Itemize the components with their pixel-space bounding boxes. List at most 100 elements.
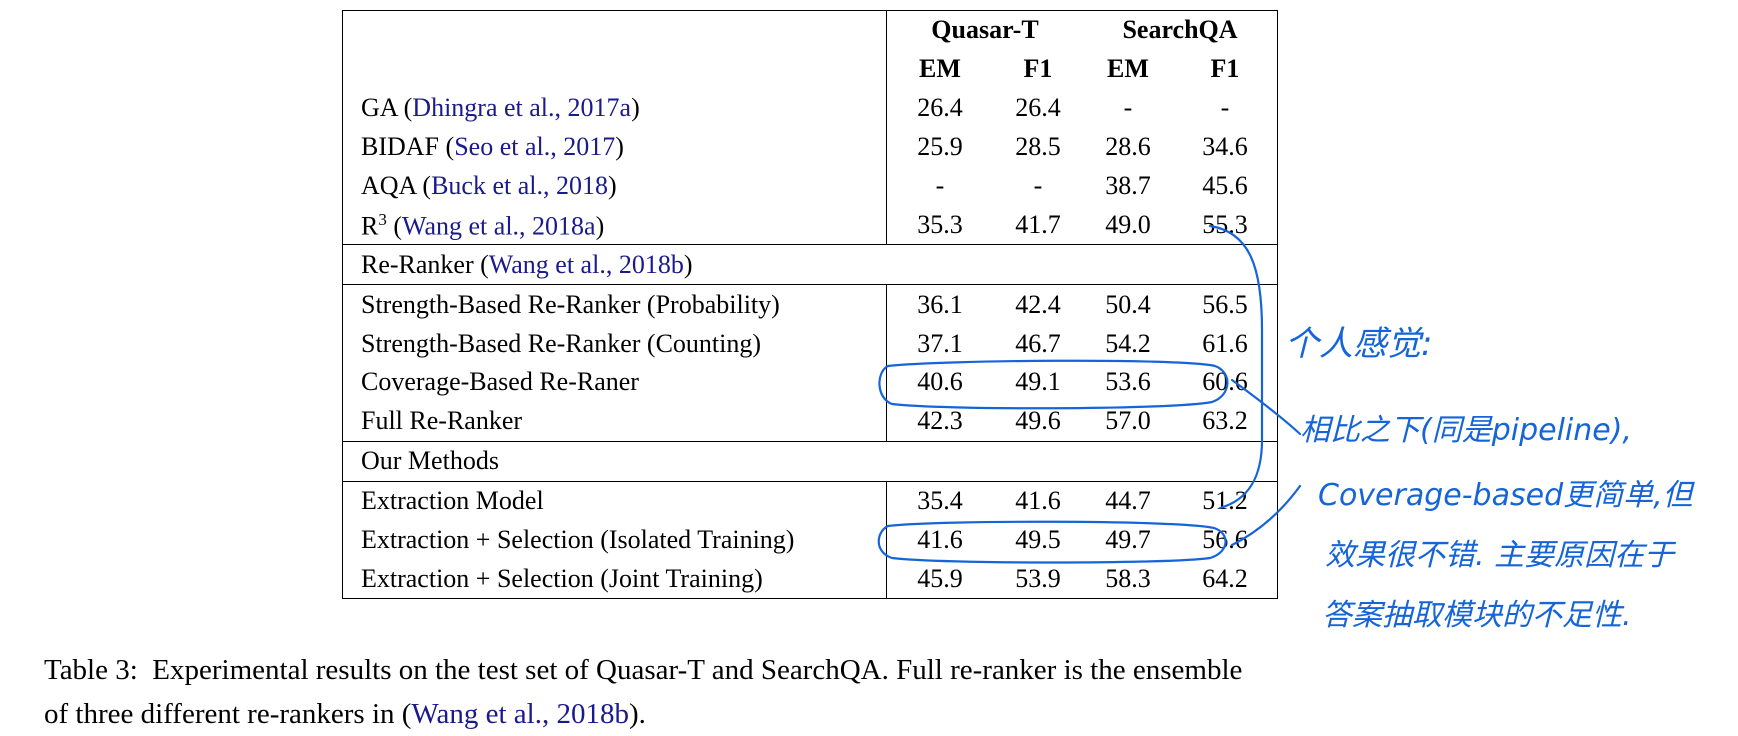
score-cell: 28.6 xyxy=(1105,132,1151,162)
score-cell: 46.7 xyxy=(1015,328,1061,358)
score-cell: 61.6 xyxy=(1202,328,1248,358)
citation-link[interactable]: Wang et al., 2018a xyxy=(402,211,596,241)
model-name: Extraction + Selection (Isolated Trainin… xyxy=(361,525,795,555)
score-cell: 44.7 xyxy=(1083,480,1173,521)
annotation-line-2: 相比之下(同是pipeline), xyxy=(1300,413,1632,448)
model-name-cell: Strength-Based Re-Ranker (Counting) xyxy=(342,324,887,364)
model-header-blank-2 xyxy=(342,49,887,89)
score-cell: 41.7 xyxy=(1015,209,1061,239)
model-superscript: 3 xyxy=(378,209,387,229)
annotation-bracket xyxy=(1208,224,1264,510)
score-cell: 49.0 xyxy=(1105,209,1151,239)
model-name-cell: Coverage-Based Re-Raner xyxy=(342,363,887,402)
metric-header: F1 xyxy=(1023,54,1053,84)
score-cell: 53.9 xyxy=(1015,563,1061,593)
model-name-cell: Extraction Model xyxy=(342,480,887,521)
table-row: Full Re-Ranker 42.3 49.6 57.0 63.2 xyxy=(342,401,1278,442)
score-cell: 36.1 xyxy=(886,284,993,325)
table-row: Extraction Model 35.4 41.6 44.7 51.2 xyxy=(342,480,1278,521)
score-cell: 50.4 xyxy=(1083,284,1173,325)
annotation-line-4: 效果很不错. 主要原因在于 xyxy=(1325,538,1677,573)
score-cell: 40.6 xyxy=(917,367,963,397)
model-header-blank xyxy=(342,10,887,50)
model-name-cell: BIDAF (Seo et al., 2017) xyxy=(342,127,887,167)
table-row: Extraction + Selection (Isolated Trainin… xyxy=(342,520,1278,560)
citation-link[interactable]: Wang et al., 2018b xyxy=(488,249,684,279)
results-body: GA (Dhingra et al., 2017a) 26.4 26.4 - - BIDA… xyxy=(342,88,1278,599)
caption-text-2: of three different re-rankers in ( xyxy=(44,698,412,730)
table-row: BIDAF (Seo et al., 2017) 25.9 28.5 28.6 34.6 xyxy=(342,127,1278,167)
score-cell: 42.4 xyxy=(993,284,1083,325)
model-name: Strength-Based Re-Ranker (Counting) xyxy=(361,328,762,358)
dataset-header-row: Quasar-T SearchQA xyxy=(342,10,1278,50)
score-cell: - xyxy=(1220,93,1230,123)
score-cell: 28.5 xyxy=(1015,132,1061,162)
model-name-cell: GA (Dhingra et al., 2017a) xyxy=(342,88,887,128)
score-cell: 54.2 xyxy=(1105,328,1151,358)
table-caption: Table 3: Experimental results on the tes… xyxy=(44,648,1644,736)
score-cell: - xyxy=(935,171,945,200)
annotation-arrow-1 xyxy=(1230,378,1302,436)
score-cell: 38.7 xyxy=(1105,171,1151,200)
citation-link[interactable]: Buck et al., 2018 xyxy=(431,171,608,200)
model-name: AQA xyxy=(361,171,416,200)
score-cell: 45.9 xyxy=(917,563,963,593)
section-label: Our Methods xyxy=(342,440,1278,482)
score-cell: 64.2 xyxy=(1202,563,1248,593)
annotation-line-5: 答案抽取模块的不足性. xyxy=(1322,598,1632,633)
table-row: AQA (Buck et al., 2018) - - 38.7 45.6 xyxy=(342,166,1278,206)
score-cell: 49.6 xyxy=(1015,406,1061,436)
annotation-line-3: Coverage-based更简单,但 xyxy=(1318,478,1696,513)
model-name: Strength-Based Re-Ranker (Probability) xyxy=(361,289,780,319)
model-name-cell: Extraction + Selection (Isolated Trainin… xyxy=(342,520,887,560)
metric-header-row: EM F1 EM F1 xyxy=(342,49,1278,89)
score-cell: 58.3 xyxy=(1105,563,1151,593)
score-cell: 26.4 xyxy=(917,93,963,123)
model-name-cell: Strength-Based Re-Ranker (Probability) xyxy=(342,284,887,325)
score-cell: 63.2 xyxy=(1202,406,1248,436)
metric-header: F1 xyxy=(1210,54,1240,84)
score-cell: 45.6 xyxy=(1202,171,1248,200)
caption-line-2: of three different re-rankers in (Wang e… xyxy=(44,692,1644,736)
metric-header: EM xyxy=(919,54,961,84)
citation-link[interactable]: Seo et al., 2017 xyxy=(454,132,616,162)
model-name-cell: R3 (Wang et al., 2018a) xyxy=(342,205,887,245)
score-cell: 41.6 xyxy=(917,525,963,555)
dataset-quasar-t-header: Quasar-T xyxy=(931,15,1039,45)
score-cell: 37.1 xyxy=(917,328,963,358)
annotation-ellipse-isolated xyxy=(877,520,1227,564)
score-cell: 41.6 xyxy=(993,480,1083,521)
score-cell: 35.4 xyxy=(886,480,993,521)
caption-line-1: Table 3: Experimental results on the tes… xyxy=(44,648,1644,692)
model-name: BIDAF xyxy=(361,132,440,162)
score-cell: 51.2 xyxy=(1173,480,1278,521)
caption-citation-link[interactable]: Wang et al., 2018b xyxy=(411,698,629,730)
annotation-arrow-2 xyxy=(1230,484,1302,547)
model-name: Full Re-Ranker xyxy=(361,406,523,436)
model-name: GA xyxy=(361,93,398,123)
citation-link[interactable]: Dhingra et al., 2017a xyxy=(412,93,632,123)
caption-label: Table 3: xyxy=(44,654,138,686)
score-cell: 55.3 xyxy=(1202,209,1248,239)
dataset-searchqa-header: SearchQA xyxy=(1122,15,1238,45)
score-cell: 42.3 xyxy=(917,406,963,436)
model-name: Extraction Model xyxy=(361,486,544,516)
table-row: GA (Dhingra et al., 2017a) 26.4 26.4 - - xyxy=(342,88,1278,128)
score-cell: - xyxy=(1033,171,1043,200)
table-row: R3 (Wang et al., 2018a) 35.3 41.7 49.0 55.3 xyxy=(342,205,1278,245)
model-name-cell: Extraction + Selection (Joint Training) xyxy=(342,559,887,599)
metric-header: EM xyxy=(1107,54,1149,84)
score-cell: 34.6 xyxy=(1202,132,1248,162)
results-table: Quasar-T SearchQA EM F1 EM F1 GA (Dhingr… xyxy=(342,10,1278,600)
score-cell: 49.5 xyxy=(1015,525,1061,555)
score-cell: 57.0 xyxy=(1105,406,1151,436)
annotation-line-1: 个人感觉: xyxy=(1285,324,1432,364)
model-name: Coverage-Based Re-Raner xyxy=(361,367,639,397)
score-cell: 49.7 xyxy=(1105,525,1151,555)
section-label-text: Re-Ranker xyxy=(361,249,474,279)
score-cell: - xyxy=(1123,93,1133,123)
table-row: Extraction + Selection (Joint Training) 4… xyxy=(342,559,1278,599)
score-cell: 53.6 xyxy=(1105,367,1151,397)
model-name: R xyxy=(361,211,379,241)
